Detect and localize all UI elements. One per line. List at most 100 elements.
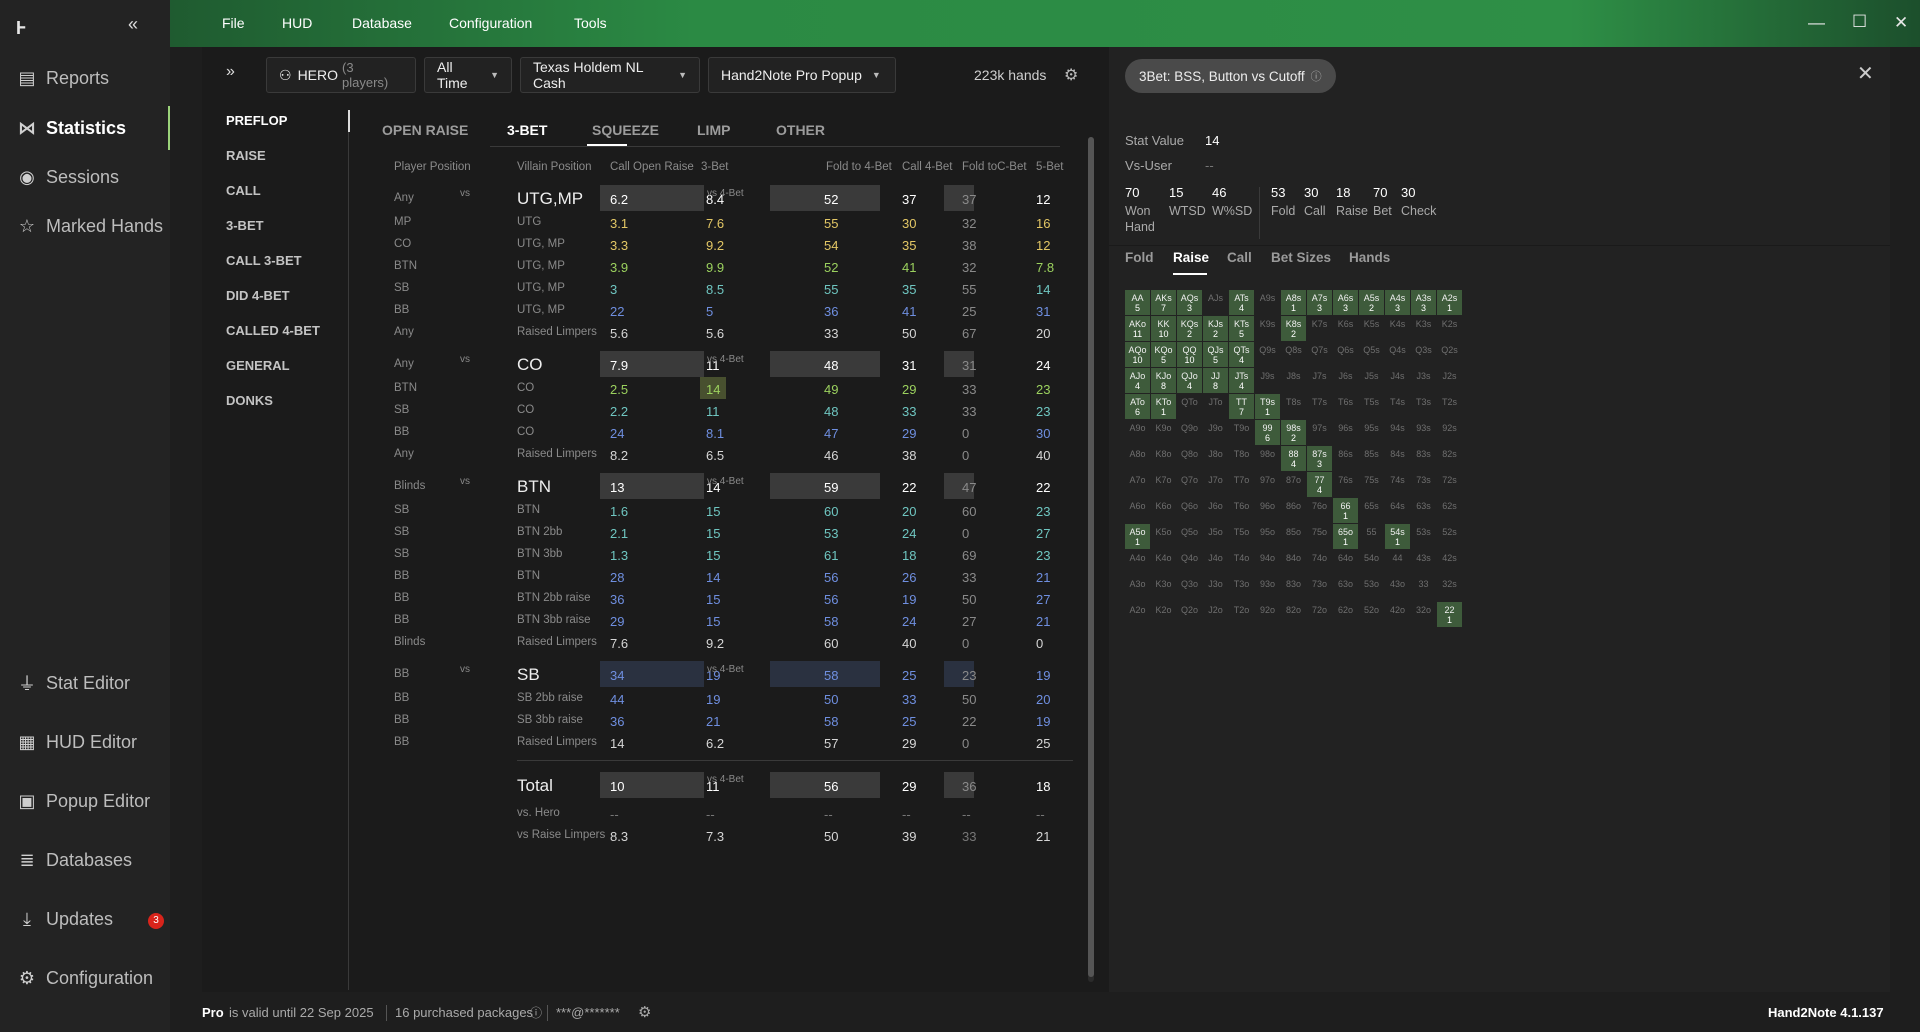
leftnav-raise[interactable]: RAISE bbox=[226, 148, 266, 163]
hand-cell[interactable]: 83s bbox=[1411, 446, 1436, 471]
hand-cell[interactable]: 94o bbox=[1255, 550, 1280, 575]
hand-cell[interactable]: QJo 4 bbox=[1177, 368, 1202, 393]
hand-cell[interactable]: Q6s bbox=[1333, 342, 1358, 367]
hand-cell[interactable]: 82o bbox=[1281, 602, 1306, 627]
hand-cell[interactable]: K2s bbox=[1437, 316, 1462, 341]
hand-cell[interactable]: AKs 7 bbox=[1151, 290, 1176, 315]
hand-cell[interactable]: 42s bbox=[1437, 550, 1462, 575]
leftnav-3-bet[interactable]: 3-BET bbox=[226, 218, 264, 233]
hand-cell[interactable]: K4o bbox=[1151, 550, 1176, 575]
menu-hud[interactable]: HUD bbox=[282, 15, 313, 31]
hand-cell[interactable]: A5o 1 bbox=[1125, 524, 1150, 549]
hand-cell[interactable]: A5s 2 bbox=[1359, 290, 1384, 315]
hand-cell[interactable]: J6o bbox=[1203, 498, 1228, 523]
hand-cell[interactable]: 75o bbox=[1307, 524, 1332, 549]
sidebar-item-updates[interactable]: ⤓ Updates 3 bbox=[0, 897, 170, 941]
hand-cell[interactable]: Q2o bbox=[1177, 602, 1202, 627]
hand-cell[interactable]: 53s bbox=[1411, 524, 1436, 549]
hand-cell[interactable]: 76s bbox=[1333, 472, 1358, 497]
hand-cell[interactable]: J9s bbox=[1255, 368, 1280, 393]
hand-cell[interactable]: T7o bbox=[1229, 472, 1254, 497]
hand-cell[interactable]: 64s bbox=[1385, 498, 1410, 523]
hand-cell[interactable]: 72o bbox=[1307, 602, 1332, 627]
hand-cell[interactable]: J5s bbox=[1359, 368, 1384, 393]
hand-cell[interactable]: 33 bbox=[1411, 576, 1436, 601]
hand-cell[interactable]: T2o bbox=[1229, 602, 1254, 627]
tab-squeeze[interactable]: SQUEEZE bbox=[592, 122, 659, 138]
hand-cell[interactable]: KJo 8 bbox=[1151, 368, 1176, 393]
hand-cell[interactable]: 74s bbox=[1385, 472, 1410, 497]
hand-cell[interactable]: 75s bbox=[1359, 472, 1384, 497]
hand-cell[interactable]: K8s 2 bbox=[1281, 316, 1306, 341]
hand-cell[interactable]: JJ 8 bbox=[1203, 368, 1228, 393]
hand-cell[interactable]: T3s bbox=[1411, 394, 1436, 419]
leftnav-call[interactable]: CALL bbox=[226, 183, 261, 198]
sidebar-item-hud-editor[interactable]: ▦ HUD Editor bbox=[0, 720, 170, 764]
hand-cell[interactable]: 84s bbox=[1385, 446, 1410, 471]
popup-tab-call[interactable]: Call bbox=[1227, 250, 1252, 265]
hand-cell[interactable]: 44 bbox=[1385, 550, 1410, 575]
popup-filter[interactable]: Hand2Note Pro Popup ▼ bbox=[708, 57, 896, 93]
hand-cell[interactable]: AA 5 bbox=[1125, 290, 1150, 315]
popup-tab-raise[interactable]: Raise bbox=[1173, 250, 1210, 265]
hand-cell[interactable]: A8s 1 bbox=[1281, 290, 1306, 315]
hand-cell[interactable]: 22 1 bbox=[1437, 602, 1462, 627]
hand-cell[interactable]: 63s bbox=[1411, 498, 1436, 523]
collapse-sidebar-icon[interactable]: « bbox=[128, 14, 139, 34]
hand-cell[interactable]: J2s bbox=[1437, 368, 1462, 393]
hand-cell[interactable]: 65o 1 bbox=[1333, 524, 1358, 549]
hand-cell[interactable]: Q6o bbox=[1177, 498, 1202, 523]
hand-cell[interactable]: J7o bbox=[1203, 472, 1228, 497]
hand-cell[interactable]: AQo 10 bbox=[1125, 342, 1150, 367]
leftnav-called-4-bet[interactable]: CALLED 4-BET bbox=[226, 323, 320, 338]
hand-cell[interactable]: 86s bbox=[1333, 446, 1358, 471]
hand-cell[interactable]: 76o bbox=[1307, 498, 1332, 523]
hand-cell[interactable]: A4o bbox=[1125, 550, 1150, 575]
hand-cell[interactable]: 96s bbox=[1333, 420, 1358, 445]
hand-cell[interactable]: 86o bbox=[1281, 498, 1306, 523]
hand-cell[interactable]: J7s bbox=[1307, 368, 1332, 393]
hand-cell[interactable]: K7s bbox=[1307, 316, 1332, 341]
hand-cell[interactable]: K9s bbox=[1255, 316, 1280, 341]
sidebar-item-databases[interactable]: ≣ Databases bbox=[0, 838, 170, 882]
hand-cell[interactable]: 62o bbox=[1333, 602, 1358, 627]
leftnav-preflop[interactable]: PREFLOP bbox=[226, 113, 288, 128]
sidebar-item-reports[interactable]: ▤ Reports bbox=[0, 56, 170, 100]
hand-cell[interactable]: 95o bbox=[1255, 524, 1280, 549]
settings-gear-icon[interactable]: ⚙ bbox=[1064, 67, 1079, 84]
hand-cell[interactable]: T8s bbox=[1281, 394, 1306, 419]
hand-cell[interactable]: T2s bbox=[1437, 394, 1462, 419]
hand-cell[interactable]: T5s bbox=[1359, 394, 1384, 419]
hand-cell[interactable]: T6s bbox=[1333, 394, 1358, 419]
hand-cell[interactable]: AJs bbox=[1203, 290, 1228, 315]
hand-cell[interactable]: T9o bbox=[1229, 420, 1254, 445]
hand-cell[interactable]: T7s bbox=[1307, 394, 1332, 419]
hand-cell[interactable]: 92s bbox=[1437, 420, 1462, 445]
hand-cell[interactable]: Q2s bbox=[1437, 342, 1462, 367]
game-filter[interactable]: Texas Holdem NL Cash ▼ bbox=[520, 57, 700, 93]
close-popup-icon[interactable]: ✕ bbox=[1857, 63, 1874, 85]
hand-cell[interactable]: K5o bbox=[1151, 524, 1176, 549]
hand-cell[interactable]: 77 4 bbox=[1307, 472, 1332, 497]
hand-cell[interactable]: 73o bbox=[1307, 576, 1332, 601]
hand-cell[interactable]: Q3s bbox=[1411, 342, 1436, 367]
hand-cell[interactable]: A2o bbox=[1125, 602, 1150, 627]
hand-cell[interactable]: QJs 5 bbox=[1203, 342, 1228, 367]
hand-cell[interactable]: QTs 4 bbox=[1229, 342, 1254, 367]
hand-cell[interactable]: QTo bbox=[1177, 394, 1202, 419]
hand-cell[interactable]: K6s bbox=[1333, 316, 1358, 341]
hand-cell[interactable]: Q5o bbox=[1177, 524, 1202, 549]
hand-cell[interactable]: K3s bbox=[1411, 316, 1436, 341]
hand-cell[interactable]: 55 bbox=[1359, 524, 1384, 549]
hand-cell[interactable]: KTs 5 bbox=[1229, 316, 1254, 341]
hand-cell[interactable]: KQo 5 bbox=[1151, 342, 1176, 367]
hand-cell[interactable]: 65s bbox=[1359, 498, 1384, 523]
menu-file[interactable]: File bbox=[222, 15, 245, 31]
hand-cell[interactable]: A7s 3 bbox=[1307, 290, 1332, 315]
hand-cell[interactable]: AQs 3 bbox=[1177, 290, 1202, 315]
hand-cell[interactable]: 62s bbox=[1437, 498, 1462, 523]
hand-cell[interactable]: 52s bbox=[1437, 524, 1462, 549]
hand-cell[interactable]: 72s bbox=[1437, 472, 1462, 497]
hand-cell[interactable]: T8o bbox=[1229, 446, 1254, 471]
hand-cell[interactable]: J3o bbox=[1203, 576, 1228, 601]
